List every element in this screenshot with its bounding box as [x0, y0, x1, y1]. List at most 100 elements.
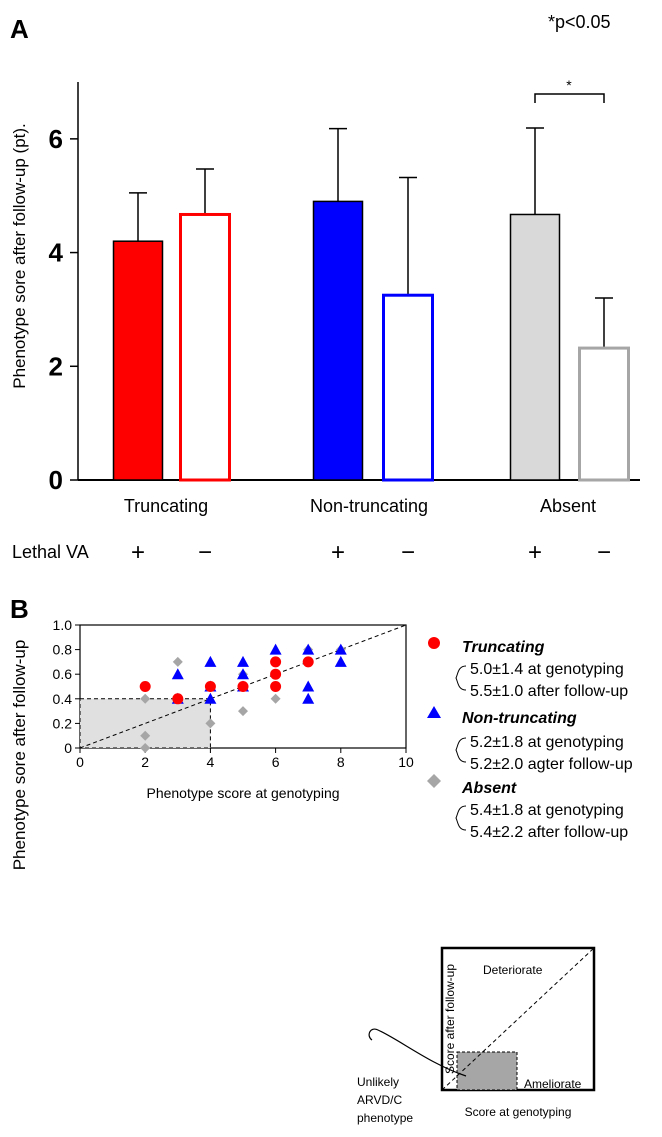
point-truncating: [139, 681, 151, 692]
point-absent: [140, 743, 151, 753]
inset-callout-line1: Unlikely: [357, 1075, 399, 1089]
lethal-va-label: Lethal VA: [12, 542, 89, 562]
point-non-truncating: [302, 680, 315, 692]
panel-b-x-tick-label: 8: [337, 754, 345, 770]
panel-b-letter: B: [10, 594, 29, 624]
panel-a-y-axis-label: Phenotype sore after follow-up (pt).: [10, 123, 29, 389]
panel-a-y-tick-label: 6: [49, 124, 63, 154]
panel-b-y-axis-label: Phenotype sore after follow-up: [10, 640, 29, 871]
legend-stat-truncating-genotyping: 5.0±1.4 at genotyping: [470, 661, 624, 678]
point-non-truncating: [302, 692, 315, 704]
point-non-truncating: [334, 655, 347, 667]
inset-callout-line3: phenotype: [357, 1111, 413, 1125]
bar: [382, 293, 434, 482]
point-non-truncating: [204, 692, 217, 704]
panel-b-ticks: 0 2 4 6 8 10 0 0.2 0.4 0.6 0.8 1.0: [53, 617, 414, 770]
point-absent: [205, 718, 216, 729]
panel-b-y-tick-label: 1.0: [53, 617, 73, 633]
panel-b-y-tick-label: 0.4: [53, 691, 73, 707]
bar: [578, 346, 630, 482]
panel-b-x-tick-label: 4: [207, 754, 215, 770]
point-truncating: [270, 681, 282, 692]
point-truncating: [204, 681, 216, 692]
legend-name-truncating: Truncating: [462, 639, 545, 656]
identity-line: [79, 624, 407, 749]
point-non-truncating: [237, 668, 249, 680]
panel-b-y-tick-label: 0.8: [53, 642, 73, 658]
point-non-truncating: [302, 643, 315, 655]
point-absent: [172, 656, 183, 667]
lethal-va-sign-absent-plus: +: [528, 539, 542, 566]
lethal-va-sign-truncating-minus: −: [198, 539, 212, 566]
point-truncating: [237, 681, 249, 692]
point-absent: [140, 693, 151, 704]
legend-stat-absent-genotyping: 5.4±1.8 at genotyping: [470, 802, 624, 819]
point-absent: [238, 706, 248, 717]
point-non-truncating: [204, 655, 217, 667]
inset-y-label: Score after follow-up: [443, 964, 457, 1074]
point-non-truncating: [334, 643, 347, 655]
panel-a-bars: [112, 127, 630, 482]
legend-name-absent: Absent: [461, 780, 517, 797]
significance-note: *p<0.05: [548, 12, 611, 32]
panel-b-y-tick-label: 0.2: [53, 715, 73, 731]
point-absent: [270, 693, 281, 704]
inset-callout-line: [368, 1028, 467, 1077]
inset-x-label: Score at genotyping: [465, 1105, 572, 1119]
point-non-truncating: [269, 643, 282, 655]
inset-shaded-region: [456, 1051, 518, 1091]
legend-stat-truncating-followup: 5.5±1.0 after follow-up: [470, 683, 628, 700]
category-label-non-truncating: Non-truncating: [310, 496, 428, 516]
legend-name-non-truncating: Non-truncating: [462, 710, 577, 727]
panel-b-plot-frame: [79, 624, 407, 749]
legend-marker-truncating: [428, 637, 440, 649]
point-non-truncating: [237, 655, 249, 667]
lethal-va-sign-nontruncating-minus: −: [401, 539, 415, 566]
category-label-absent: Absent: [540, 496, 596, 516]
inset-label-ameliorate: Ameliorate: [524, 1077, 582, 1091]
inset-diagram: Deteriorate Ameliorate Score at genotypi…: [357, 946, 596, 1125]
panel-b-x-axis-label: Phenotype score at genotyping: [146, 785, 339, 801]
panel-b-y-tick-label: 0: [64, 740, 72, 756]
panel-b-x-tick-label: 10: [398, 754, 414, 770]
category-label-truncating: Truncating: [124, 496, 208, 516]
inset-label-deteriorate: Deteriorate: [483, 963, 543, 977]
panel-b-y-tick-label: 0.6: [53, 666, 73, 682]
panel-b-points: [139, 643, 347, 753]
bar: [312, 200, 364, 481]
legend-stat-non-truncating-followup: 5.2±2.0 agter follow-up: [470, 756, 633, 773]
legend-marker-absent: [427, 774, 441, 788]
panel-b-x-tick-label: 2: [141, 754, 149, 770]
legend-brace-non-truncating: [455, 737, 467, 763]
lethal-va-sign-absent-minus: −: [597, 539, 611, 566]
panel-b-legend: Truncating 5.0±1.4 at genotyping 5.5±1.0…: [427, 637, 633, 841]
bar: [112, 240, 164, 481]
bar: [179, 212, 231, 482]
point-truncating: [270, 656, 282, 668]
panel-a-y-tick-label: 4: [49, 238, 64, 268]
legend-brace-absent: [455, 805, 467, 831]
point-non-truncating: [171, 668, 184, 680]
lethal-va-sign-nontruncating-plus: +: [331, 539, 345, 566]
point-truncating: [302, 656, 314, 668]
point-truncating: [270, 668, 282, 680]
point-absent: [140, 730, 151, 741]
lethal-va-sign-truncating-plus: +: [131, 539, 145, 566]
legend-stat-non-truncating-genotyping: 5.2±1.8 at genotyping: [470, 734, 624, 751]
panel-a-y-ticks: 0 2 4 6: [49, 124, 78, 495]
panel-b-x-tick-label: 0: [76, 754, 84, 770]
legend-marker-non-truncating: [427, 706, 441, 718]
significance-bracket: [534, 93, 605, 103]
panel-a-y-tick-label: 0: [49, 465, 63, 495]
legend-stat-absent-followup: 5.4±2.2 after follow-up: [470, 824, 628, 841]
significance-star: *: [566, 77, 572, 93]
panel-a-letter: A: [10, 14, 29, 44]
panel-a-y-tick-label: 2: [49, 351, 63, 381]
legend-brace-truncating: [455, 665, 467, 691]
panel-b-x-tick-label: 6: [272, 754, 280, 770]
inset-callout-line2: ARVD/C: [357, 1093, 402, 1107]
bar: [509, 213, 561, 481]
point-truncating: [172, 693, 184, 705]
